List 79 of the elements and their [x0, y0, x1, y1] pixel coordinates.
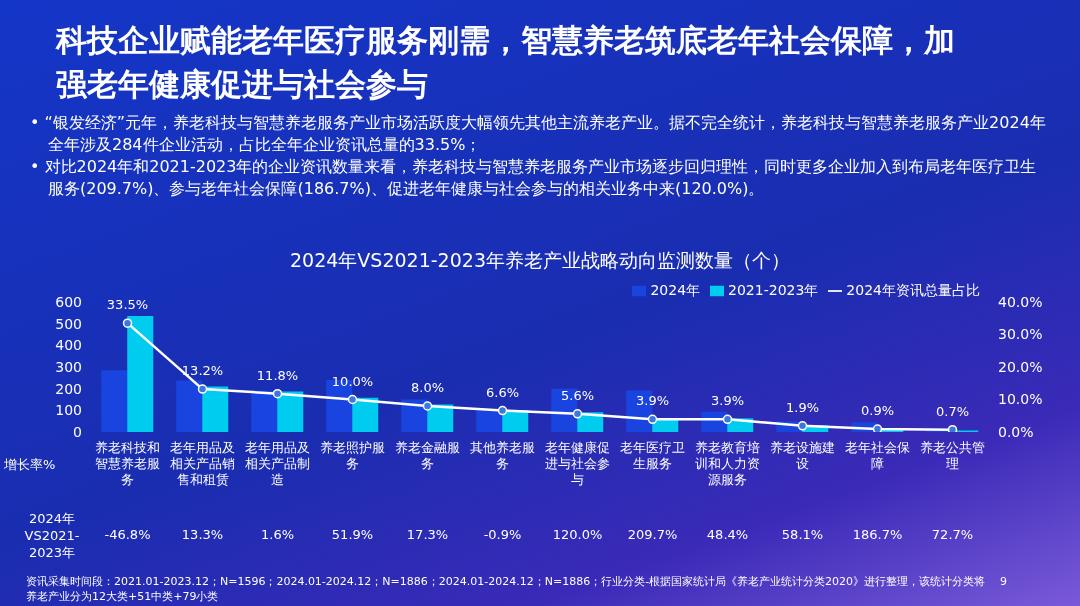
data-label: 33.5% — [106, 297, 149, 313]
text: 17.3% — [405, 527, 450, 542]
bar — [352, 397, 379, 432]
point — [422, 401, 433, 411]
x-tick-label: 老年用品及相关产品销售和租赁 — [169, 440, 236, 488]
y2-tick-label: 0.0% — [998, 423, 1034, 440]
text: -0.9% — [482, 527, 523, 542]
data-label: 13.2% — [181, 363, 224, 379]
x-tick-label: 养老公共管理 — [919, 440, 986, 472]
text: 13.3% — [180, 527, 225, 542]
point — [947, 424, 958, 432]
point — [497, 405, 508, 416]
y2-tick-label: 10.0% — [998, 391, 1043, 408]
text: 增长率% — [4, 456, 57, 474]
bar — [127, 316, 154, 432]
text: 186.7% — [851, 527, 904, 542]
text: 9 — [1000, 575, 1007, 588]
point — [872, 424, 883, 432]
y2-tick-label: 20.0% — [998, 358, 1043, 375]
data-label: 0.9% — [860, 403, 895, 419]
x-tick-label: 养老设施建设 — [769, 440, 836, 472]
text: 48.4% — [705, 527, 750, 542]
data-label: 1.9% — [785, 399, 820, 415]
point — [347, 394, 358, 405]
bar — [176, 380, 203, 432]
x-tick-label: 老年健康促进与社会参与 — [544, 440, 611, 488]
point — [122, 318, 133, 328]
text: • “银发经济”元年，养老科技与智慧养老服务产业市场活跃度大幅领先其他主流养老产业。据不完全统计，养老科技与智慧养老服务产业2024年全年涉及284件企业活动，占比全年企业资讯总量的33.5%； — [30, 112, 1047, 156]
y-tick-label: 600 — [55, 293, 82, 310]
data-label: 3.9% — [710, 393, 745, 409]
legend-label: 2024年资讯总量占比 — [846, 282, 980, 298]
x-tick-label: 养老照护服务 — [319, 440, 386, 472]
x-tick-label: 养老金融服务 — [394, 440, 461, 472]
point — [272, 388, 283, 399]
legend-label: 2021-2023年 — [728, 282, 819, 298]
bar — [277, 391, 304, 432]
text: 1.6% — [260, 527, 295, 542]
point — [647, 414, 658, 425]
legend-label: 2024年 — [650, 282, 701, 298]
text: 2024年VS2021-2023年 — [23, 510, 81, 561]
x-tick-label: 老年用品及相关产品制造 — [244, 440, 311, 488]
point — [572, 409, 583, 419]
x-tick-label: 其他养老服务 — [469, 440, 536, 472]
data-label: 3.9% — [635, 393, 670, 409]
text: -46.8% — [103, 527, 152, 542]
y2-tick-label: 30.0% — [998, 326, 1043, 343]
text: 209.7% — [626, 527, 679, 542]
y-tick-label: 100 — [55, 402, 82, 419]
data-label: 8.0% — [410, 380, 445, 395]
text: 72.7% — [930, 527, 975, 542]
x-tick-label: 老年社会保障 — [844, 440, 911, 472]
x-tick-label: 养老教育培训和人力资源服务 — [694, 440, 761, 488]
data-label: 6.6% — [485, 384, 520, 400]
y-tick-label: 300 — [55, 358, 82, 375]
bar — [202, 386, 229, 432]
bar — [476, 410, 503, 432]
y-tick-label: 400 — [55, 337, 82, 354]
bar — [251, 390, 278, 432]
y-tick-label: 0 — [73, 423, 82, 440]
point — [197, 384, 208, 394]
y2-tick-label: 40.0% — [998, 293, 1043, 310]
chart-title: 科技企业赋能老年医疗服务刚需，智慧养老筑底老年社会保障，加强老年健康促进与社会参与 — [56, 21, 956, 104]
y-tick-label: 500 — [55, 315, 82, 332]
data-label: 0.7% — [935, 403, 970, 419]
point — [722, 414, 733, 425]
text: 58.1% — [780, 527, 825, 542]
y-tick-label: 200 — [55, 380, 82, 397]
text: 51.9% — [330, 527, 375, 542]
chart-subtitle: 2024年VS2021-2023年养老产业战略动向监测数量（个） — [289, 248, 791, 273]
bar — [101, 370, 128, 432]
x-tick-label: 老年医疗卫生服务 — [619, 440, 686, 472]
x-tick-label: 养老科技和智慧养老服务 — [94, 440, 161, 488]
text: 资讯采集时间段：2021.01-2023.12；N=1596；2024.01-2024.12；N=1886；2024.01-2024.12；N=1886；行业分类-根据国家统计局《养老产业统计分类2020》进行整理，该统计分类将养老产业分为12大类+51中类+79小类 — [26, 574, 986, 604]
text: • 对比2024年和2021-2023年的企业资讯数量来看，养老科技与智慧养老服务产业市场逐步回归理性，同时更多企业加入到布局老年医疗卫生服务(209.7%)、参与老年社会保障(186.7%)、促进老年健康与社会参与的相关业务中来(120.0%)。 — [30, 156, 1038, 200]
point — [797, 421, 808, 431]
data-label: 10.0% — [331, 373, 374, 389]
data-label: 11.8% — [256, 367, 299, 383]
data-label: 5.6% — [560, 387, 595, 403]
text: 120.0% — [551, 527, 604, 542]
